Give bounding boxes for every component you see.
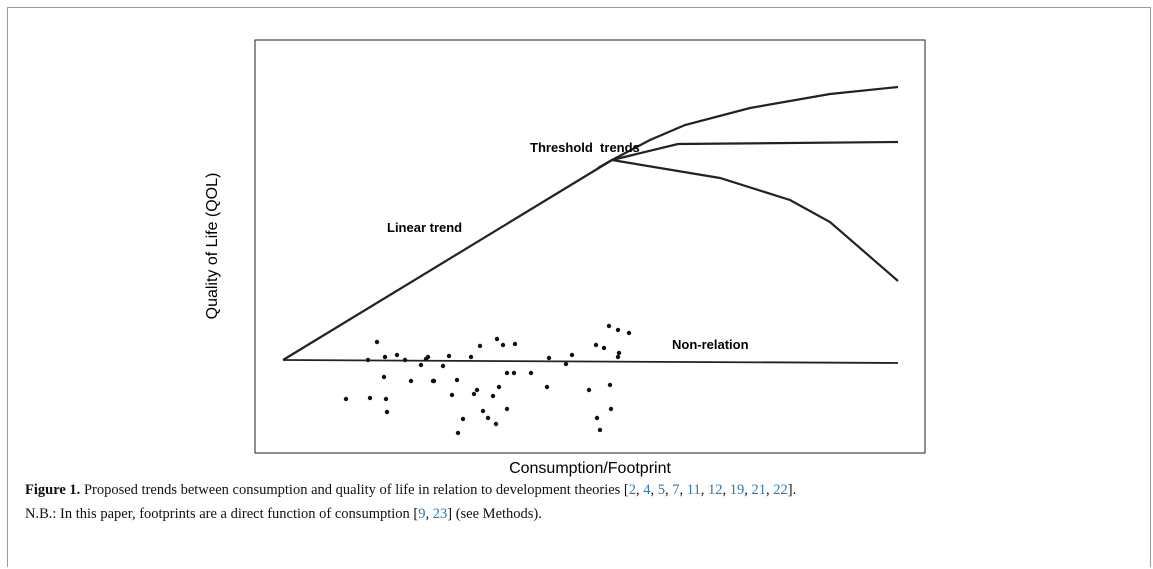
- figure-frame: [7, 7, 1151, 567]
- annotation: Linear trend: [387, 220, 462, 235]
- scatter-dots: [343, 323, 632, 436]
- dot: [402, 357, 408, 363]
- caption-text: Proposed trends between consumption and …: [83, 482, 797, 498]
- dot: [496, 384, 502, 390]
- annotation: Non-relation: [672, 337, 749, 352]
- dot: [615, 354, 621, 360]
- dot: [367, 395, 373, 401]
- dot: [485, 415, 491, 421]
- caption-line: N.B.: In this paper, footprints are a di…: [25, 506, 542, 523]
- dot: [544, 384, 550, 390]
- trend-lines: [282, 85, 899, 364]
- dot: [343, 396, 349, 402]
- dot: [511, 370, 517, 376]
- threshold-down: [611, 158, 899, 282]
- caption-line: Figure 1. Proposed trends between consum…: [25, 482, 796, 499]
- dot: [384, 409, 390, 415]
- dot: [494, 336, 500, 342]
- dot: [607, 382, 613, 388]
- annotation: Threshold trends: [530, 140, 640, 155]
- dot: [468, 354, 474, 360]
- dot: [546, 355, 552, 361]
- plot-box: [254, 39, 926, 454]
- dot: [477, 343, 483, 349]
- dot: [601, 345, 607, 351]
- dot: [431, 378, 437, 384]
- dot: [381, 374, 387, 380]
- dot: [455, 430, 461, 436]
- dot: [382, 354, 388, 360]
- dot: [408, 378, 414, 384]
- y-axis-label: Quality of Life (QOL): [204, 173, 221, 320]
- diagram: Threshold trends Linear trend Non-relati…: [204, 39, 926, 477]
- dot: [493, 421, 499, 427]
- dot: [365, 357, 371, 363]
- dot: [446, 353, 452, 359]
- dot: [440, 363, 446, 369]
- dot: [512, 341, 518, 347]
- dot: [471, 391, 477, 397]
- dot: [454, 377, 460, 383]
- dot: [593, 342, 599, 348]
- dot: [597, 427, 603, 433]
- dot: [586, 387, 592, 393]
- threshold-up: [597, 85, 899, 169]
- dot: [615, 327, 621, 333]
- dot: [606, 323, 612, 329]
- dot: [425, 354, 431, 360]
- dot: [504, 406, 510, 412]
- dot: [608, 406, 614, 412]
- dot: [460, 416, 466, 422]
- dot: [449, 392, 455, 398]
- dot: [626, 330, 632, 336]
- dot: [480, 408, 486, 414]
- dot: [594, 415, 600, 421]
- dot: [394, 352, 400, 358]
- threshold-flat: [611, 140, 899, 162]
- dot: [500, 342, 506, 348]
- non-relation-line: [282, 359, 899, 364]
- dot: [474, 387, 480, 393]
- x-axis-label: Consumption/Footprint: [509, 460, 671, 477]
- dot: [569, 352, 575, 358]
- dot: [418, 362, 424, 368]
- dot: [374, 339, 380, 345]
- dot: [616, 350, 622, 356]
- caption-text: N.B.: In this paper, footprints are a di…: [25, 506, 542, 522]
- dot: [490, 393, 496, 399]
- dot: [504, 370, 510, 376]
- linear-trend: [282, 159, 613, 361]
- dot: [528, 370, 534, 376]
- dot: [383, 396, 389, 402]
- caption-label: Figure 1.: [25, 482, 81, 498]
- dot: [563, 361, 569, 367]
